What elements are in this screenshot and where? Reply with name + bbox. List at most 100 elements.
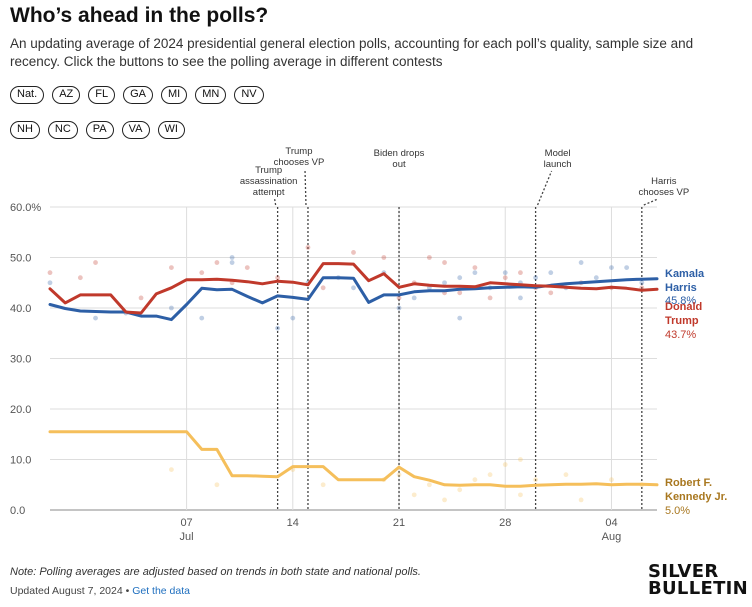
trump-poll-dot [214, 260, 220, 265]
trump-poll-dot [275, 275, 281, 281]
trump-poll-dot [351, 250, 356, 255]
kennedy-poll-dot [320, 482, 326, 488]
event-label-text: Trump [255, 165, 282, 176]
kennedy-poll-dot [472, 477, 478, 483]
kennedy-poll-dot [411, 492, 417, 498]
event-label-text: chooses VP [274, 157, 325, 168]
get-data-link[interactable]: Get the data [132, 585, 190, 597]
contest-button-mn[interactable]: MN [195, 86, 227, 104]
trump-poll-dot [548, 290, 554, 296]
event-label-text: Harris [651, 176, 677, 187]
kennedy-poll-dot [457, 487, 463, 493]
y-tick-label: 50.0 [10, 253, 31, 265]
harris-poll-dot [578, 260, 584, 265]
x-tick-label: 21 [393, 517, 405, 529]
trump-poll-dot [199, 270, 205, 276]
harris-poll-dot [442, 280, 447, 286]
kennedy-poll-dot [396, 472, 402, 478]
trump-poll-dot [457, 290, 463, 296]
y-tick-label: 0.0 [10, 505, 25, 517]
kennedy-latest-value: 5.0% [665, 505, 690, 517]
trump-poll-dot [472, 265, 478, 270]
kennedy-poll-dot [518, 492, 523, 498]
trump-poll-dot [305, 245, 311, 250]
trump-poll-dot [244, 265, 250, 270]
harris-poll-dot [275, 325, 281, 331]
y-tick-label: 20.0 [10, 404, 31, 416]
trump-average-line [48, 262, 659, 315]
harris-poll-dot [199, 315, 205, 321]
trump-poll-dot [93, 260, 98, 265]
event-label-text: launch [544, 159, 572, 170]
contest-button-nh[interactable]: NH [10, 121, 40, 139]
x-tick-label: 04 [605, 517, 617, 529]
harris-poll-dot [502, 270, 508, 276]
event-leader-line [273, 198, 277, 206]
kennedy-poll-dot [563, 472, 569, 478]
harris-poll-dot [518, 295, 523, 301]
trump-poll-dot [138, 295, 144, 301]
silver-bulletin-logo: SILVER BULLETIN [648, 561, 749, 599]
event-label-text: chooses VP [638, 187, 689, 198]
harris-poll-dot [93, 315, 98, 321]
event-leader-line [304, 168, 307, 206]
trump-poll-dot [320, 285, 326, 291]
contest-button-va[interactable]: VA [121, 121, 150, 139]
harris-poll-dot [169, 305, 174, 311]
trump-poll-dot [487, 295, 493, 301]
event-leader-line [643, 198, 659, 206]
y-tick-label: 60.0% [10, 202, 41, 214]
x-tick-label: 07 [180, 517, 192, 529]
footnote: Note: Polling averages are adjusted base… [10, 566, 421, 578]
harris-poll-dot [411, 295, 417, 301]
kennedy-legend-name: Robert F. [665, 477, 712, 489]
contest-button-az[interactable]: AZ [52, 86, 81, 104]
harris-poll-dot [229, 255, 235, 260]
event-label-text: attempt [253, 187, 285, 198]
trump-poll-dot [518, 270, 523, 276]
harris-poll-dot [639, 280, 645, 286]
contest-buttons-row-2: NH NC PA VA WI [10, 121, 185, 139]
harris-poll-dot [47, 280, 53, 286]
trump-poll-dot [426, 255, 432, 260]
contest-button-ga[interactable]: GA [123, 86, 153, 104]
contest-button-wi[interactable]: WI [157, 121, 185, 139]
trump-legend-name: Trump [665, 315, 699, 327]
harris-poll-dot [290, 315, 296, 321]
contest-buttons-row-1: Nat. AZ FL GA MI MN NV [10, 86, 264, 104]
kennedy-poll-dot [426, 482, 432, 488]
event-label-text: Biden drops [374, 148, 425, 159]
logo-line-2: BULLETIN [648, 578, 749, 599]
chart-title: Who’s ahead in the polls? [10, 4, 269, 27]
harris-average-line [48, 276, 659, 322]
harris-legend-name: Harris [665, 282, 697, 294]
x-tick-label: 28 [499, 517, 511, 529]
kennedy-poll-dot [214, 482, 220, 488]
harris-poll-dot [624, 265, 630, 270]
trump-poll-dot [47, 270, 53, 276]
event-label-text: Model [545, 148, 571, 159]
contest-button-nv[interactable]: NV [234, 86, 264, 104]
event-label-text: Trump [285, 146, 312, 157]
x-tick-month-label: Aug [602, 531, 622, 543]
event-label-text: assassination [240, 176, 298, 187]
harris-poll-dot [351, 285, 356, 291]
kennedy-poll-dot [533, 477, 538, 483]
kennedy-poll-dot [442, 497, 447, 503]
contest-button-nat[interactable]: Nat. [10, 86, 45, 104]
trump-poll-dot [381, 255, 387, 260]
logo-line-1: SILVER [648, 561, 719, 582]
harris-poll-dot [457, 275, 463, 281]
chart-subtitle: An updating average of 2024 presidential… [10, 36, 694, 69]
contest-button-fl[interactable]: FL [88, 86, 116, 104]
kennedy-poll-dot [169, 467, 174, 472]
contest-button-nc[interactable]: NC [47, 121, 78, 139]
harris-poll-dot [229, 260, 235, 265]
kennedy-poll-dot [487, 472, 493, 478]
harris-poll-dot [548, 270, 554, 276]
contest-button-pa[interactable]: PA [85, 121, 114, 139]
contest-button-mi[interactable]: MI [161, 86, 188, 104]
y-tick-label: 10.0 [10, 455, 31, 467]
harris-poll-dot [472, 270, 478, 276]
harris-poll-dot [609, 265, 614, 270]
